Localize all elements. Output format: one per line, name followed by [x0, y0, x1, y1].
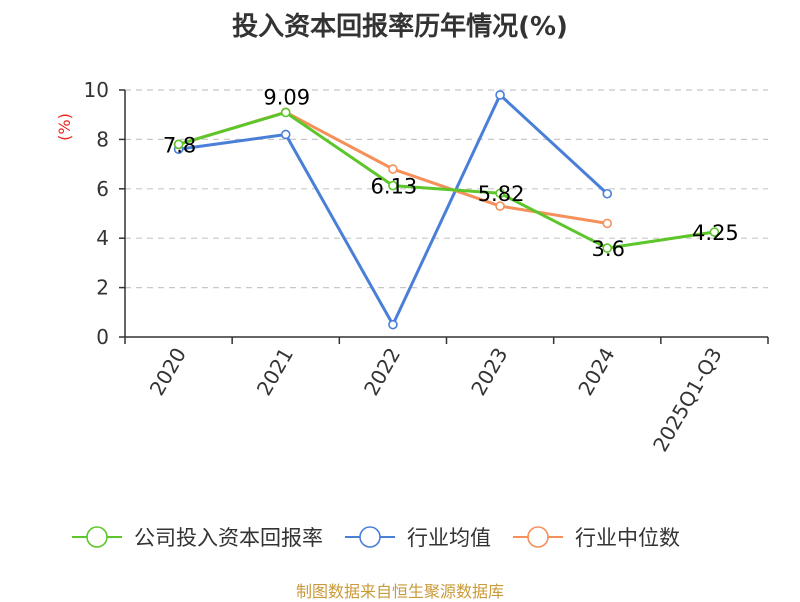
data-label: 6.13 — [371, 175, 418, 199]
y-tick-label: 8 — [96, 127, 109, 151]
x-tick-label: 2025Q1-Q3 — [648, 344, 727, 456]
data-point — [602, 188, 613, 199]
axes: 0 2 4 6 8 10 2020 2021 2022 2023 2024 2025Q1-Q3 — [84, 78, 769, 456]
legend-label: 行业均值 — [407, 526, 491, 550]
y-tick-label: 10 — [84, 78, 109, 102]
series-group — [173, 90, 720, 330]
data-label: 7.8 — [163, 133, 196, 157]
data-point — [388, 164, 398, 174]
x-tick-label: 2023 — [466, 344, 512, 400]
chart-title: 投入资本回报率历年情况(%) — [232, 12, 568, 42]
data-label: 5.82 — [478, 182, 525, 206]
y-axis-unit-label: (%) — [55, 113, 74, 141]
legend-marker — [527, 526, 549, 548]
data-label: 4.25 — [692, 221, 739, 245]
data-label: 3.6 — [592, 237, 625, 261]
data-point — [280, 129, 291, 140]
x-tick-label: 2022 — [359, 344, 405, 400]
data-point — [388, 319, 398, 330]
data-source-note: 制图数据来自恒生聚源数据库 — [295, 582, 504, 601]
data-label: 9.09 — [263, 85, 310, 109]
series-line — [178, 110, 715, 250]
data-point — [495, 188, 505, 199]
data-point — [495, 90, 505, 100]
data-point — [173, 139, 184, 150]
x-tick-label: 2020 — [145, 344, 191, 400]
data-point — [602, 218, 613, 229]
data-point — [602, 243, 613, 253]
y-tick-label: 0 — [96, 325, 109, 349]
x-tick-label: 2021 — [252, 344, 298, 400]
data-point — [709, 227, 720, 237]
data-point — [388, 180, 398, 191]
data-point — [280, 107, 291, 118]
series-line — [178, 93, 609, 327]
data-labels: 7.8 9.09 6.13 5.82 3.6 4.25 — [163, 85, 739, 261]
y-tick-label: 4 — [96, 226, 109, 250]
data-point — [495, 201, 505, 211]
legend-marker — [86, 526, 108, 548]
legend-label: 行业中位数 — [575, 526, 680, 550]
legend-marker — [359, 526, 381, 548]
y-tick-label: 6 — [96, 177, 109, 201]
x-tick-label: 2024 — [573, 344, 619, 400]
legend-label: 公司投入资本回报率 — [134, 526, 323, 550]
y-tick-label: 2 — [96, 276, 109, 300]
legend: 公司投入资本回报率 行业均值 行业中位数 — [72, 526, 680, 550]
